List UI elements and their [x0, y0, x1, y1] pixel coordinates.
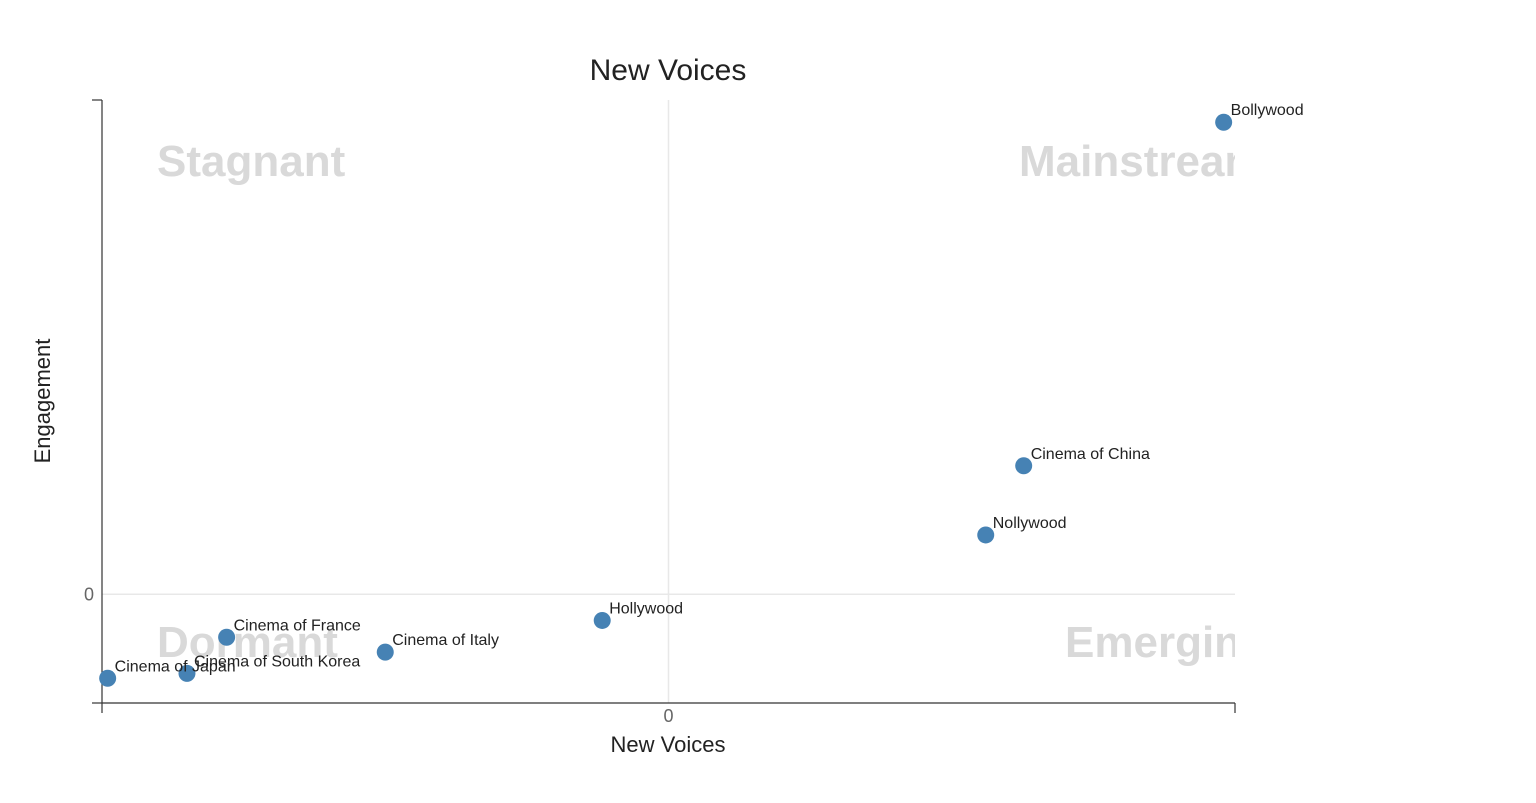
data-point-marker: [977, 526, 995, 544]
data-point: Cinema of Italy: [376, 632, 499, 661]
data-point: Cinema of China: [1015, 446, 1150, 475]
data-point: Cinema of Japan: [99, 658, 236, 687]
quadrant-label-mainstream: Mainstream: [1019, 137, 1264, 186]
y-axis-title: Engagement: [30, 339, 55, 464]
data-points: Bollywood Cinema of China Nollywood Hollywo…: [99, 102, 1304, 687]
x-tick-label: 0: [663, 706, 673, 726]
data-point-label: Nollywood: [993, 515, 1067, 532]
quadrant-label-dormant: Dormant: [157, 618, 338, 667]
axes: 00: [84, 99, 1236, 726]
data-point-marker: [218, 628, 236, 646]
data-point-marker: [593, 611, 611, 629]
quadrant-label-stagnant: Stagnant: [157, 137, 346, 186]
data-point-label: Cinema of France: [234, 617, 361, 634]
data-point-label: Cinema of Italy: [392, 632, 499, 649]
data-point: Bollywood: [1215, 102, 1304, 131]
x-axis-title: New Voices: [611, 732, 726, 757]
gridlines: [102, 100, 1235, 703]
data-point-label: Cinema of China: [1031, 446, 1150, 463]
data-point: Cinema of South Korea: [178, 653, 360, 682]
quadrant-labels: Stagnant Mainstream Dormant Emerging: [157, 137, 1268, 667]
data-point-marker: [1215, 113, 1233, 131]
data-point: Nollywood: [977, 515, 1067, 544]
chart-title: New Voices: [590, 54, 747, 87]
data-point-label: Cinema of Japan: [115, 658, 236, 675]
y-tick-label: 0: [84, 584, 94, 604]
data-point-marker: [178, 664, 196, 682]
data-point: Hollywood: [593, 600, 683, 629]
data-point-marker: [376, 643, 394, 661]
data-point-label: Hollywood: [609, 600, 683, 617]
data-point-marker: [99, 669, 117, 687]
data-point-label: Bollywood: [1231, 102, 1304, 119]
data-point: Cinema of France: [218, 617, 361, 646]
data-point-marker: [1015, 457, 1033, 475]
quadrant-label-emerging: Emerging: [1065, 618, 1268, 667]
data-point-label: Cinema of South Korea: [194, 653, 360, 670]
